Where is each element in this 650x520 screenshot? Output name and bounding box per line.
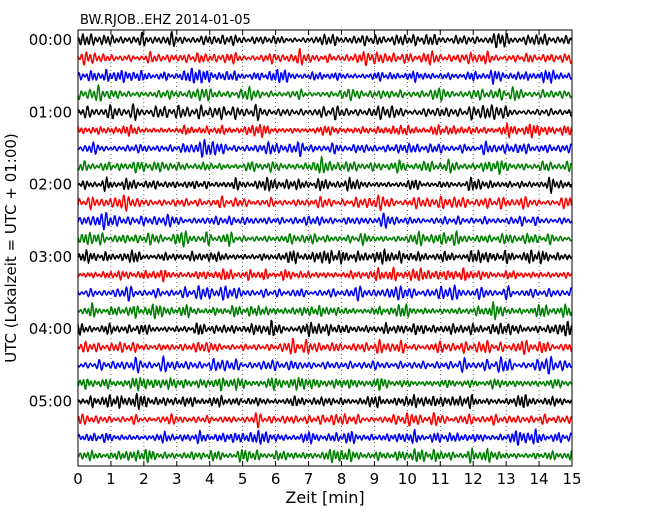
x-tick-label: 3 bbox=[172, 470, 182, 488]
x-tick-label: 2 bbox=[139, 470, 149, 488]
y-axis-ticks: 00:00 01:00 02:00 03:00 04:00 05:00 bbox=[29, 31, 572, 410]
seismogram-trace bbox=[77, 230, 573, 248]
seismogram-trace bbox=[77, 447, 573, 464]
seismogram-trace bbox=[77, 138, 572, 158]
seismogram-trace bbox=[77, 376, 573, 392]
x-axis-label: Zeit [min] bbox=[285, 488, 364, 507]
x-tick-label: 8 bbox=[337, 470, 347, 488]
y-tick-label: 02:00 bbox=[29, 176, 72, 194]
x-tick-label: 6 bbox=[271, 470, 281, 488]
y-axis-label: UTC (Lokalzeit = UTC + 01:00) bbox=[2, 133, 20, 363]
seismogram-trace bbox=[77, 194, 573, 212]
seismogram-trace bbox=[77, 30, 573, 49]
seismogram-trace bbox=[77, 337, 573, 355]
x-tick-label: 15 bbox=[562, 470, 581, 488]
seismogram-trace bbox=[77, 103, 573, 122]
plot-frame bbox=[77, 29, 573, 467]
chart-title: BW.RJOB..EHZ 2014-01-05 bbox=[80, 13, 251, 28]
seismogram-trace bbox=[77, 319, 573, 338]
seismogram-trace bbox=[77, 300, 573, 321]
x-tick-label: 12 bbox=[464, 470, 483, 488]
x-tick-label: 1 bbox=[106, 470, 116, 488]
x-axis-ticks: 0 1 2 3 4 5 6 7 8 9 10 11 12 13 14 15 bbox=[73, 30, 582, 488]
y-tick-label: 00:00 bbox=[29, 31, 72, 49]
x-tick-label: 7 bbox=[304, 470, 314, 488]
y-tick-label: 04:00 bbox=[29, 320, 72, 338]
x-tick-label: 4 bbox=[205, 470, 215, 488]
seismogram-trace bbox=[77, 84, 573, 102]
seismogram-trace bbox=[77, 266, 573, 283]
seismogram-trace bbox=[77, 392, 573, 411]
seismogram-trace bbox=[77, 211, 573, 231]
grid-lines bbox=[110, 30, 540, 466]
seismogram-trace bbox=[77, 47, 573, 67]
seismogram-trace bbox=[77, 284, 572, 302]
seismogram-trace bbox=[77, 428, 573, 446]
x-tick-label: 9 bbox=[370, 470, 380, 488]
y-tick-label: 05:00 bbox=[29, 392, 72, 410]
seismogram-trace bbox=[77, 155, 572, 176]
y-tick-label: 01:00 bbox=[29, 103, 72, 121]
seismogram-trace bbox=[77, 67, 573, 86]
seismogram-trace bbox=[77, 248, 573, 265]
x-tick-label: 5 bbox=[238, 470, 248, 488]
x-tick-label: 13 bbox=[497, 470, 516, 488]
y-tick-label: 03:00 bbox=[29, 248, 72, 266]
x-tick-label: 10 bbox=[398, 470, 417, 488]
x-tick-label: 0 bbox=[73, 470, 83, 488]
seismogram-trace bbox=[77, 412, 573, 429]
x-tick-label: 11 bbox=[431, 470, 450, 488]
seismogram-trace bbox=[77, 176, 573, 195]
seismogram-trace bbox=[77, 122, 573, 139]
seismogram-traces bbox=[77, 30, 573, 464]
x-tick-label: 14 bbox=[530, 470, 549, 488]
seismogram-trace bbox=[77, 355, 573, 375]
